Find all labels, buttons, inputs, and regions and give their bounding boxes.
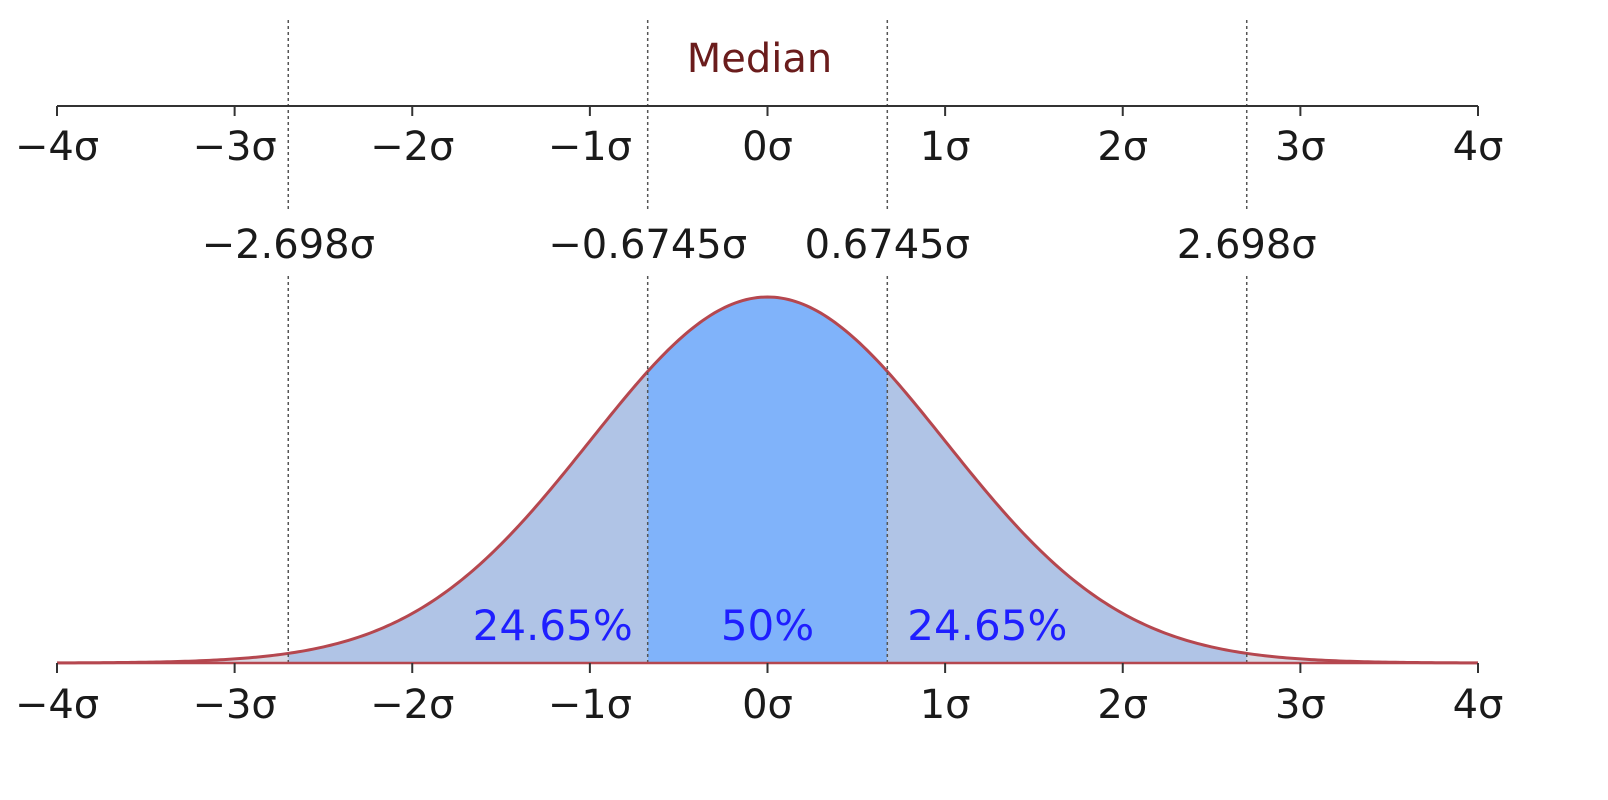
quartile-label-1: −0.6745σ bbox=[548, 222, 747, 268]
region-percent-label-1: 50% bbox=[721, 601, 814, 650]
bottom-tick-label: −4σ bbox=[15, 682, 99, 728]
region-area-1 bbox=[647, 297, 888, 663]
region-percent-label-2: 24.65% bbox=[907, 601, 1067, 650]
top-tick-label: −3σ bbox=[192, 124, 276, 170]
bottom-tick-label: 1σ bbox=[920, 682, 971, 728]
top-tick-label: 4σ bbox=[1453, 124, 1504, 170]
top-tick-label: −2σ bbox=[370, 124, 454, 170]
density-curve bbox=[56, 295, 1479, 665]
bottom-tick-label: −3σ bbox=[192, 682, 276, 728]
top-tick-label: 2σ bbox=[1097, 124, 1148, 170]
top-tick-label: −1σ bbox=[548, 124, 632, 170]
bottom-tick-label: 4σ bbox=[1453, 682, 1504, 728]
top-tick-label: −4σ bbox=[15, 124, 99, 170]
bottom-tick-label: 2σ bbox=[1097, 682, 1148, 728]
quartile-label-3: 2.698σ bbox=[1177, 222, 1317, 268]
top-tick-label: 0σ bbox=[742, 124, 793, 170]
bottom-tick-label: 0σ bbox=[742, 682, 793, 728]
bottom-tick-label: −1σ bbox=[548, 682, 632, 728]
bottom-tick-label: 3σ bbox=[1275, 682, 1326, 728]
top-tick-label: 3σ bbox=[1275, 124, 1326, 170]
top-tick-label: 1σ bbox=[920, 124, 971, 170]
region-area-2 bbox=[887, 371, 1247, 663]
quartile-label-0: −2.698σ bbox=[202, 222, 375, 268]
region-area-0 bbox=[288, 371, 648, 663]
region-percent-label-0: 24.65% bbox=[473, 601, 633, 650]
quartile-label-2: 0.6745σ bbox=[805, 222, 970, 268]
bottom-tick-label: −2σ bbox=[370, 682, 454, 728]
median-label: Median bbox=[687, 36, 833, 82]
